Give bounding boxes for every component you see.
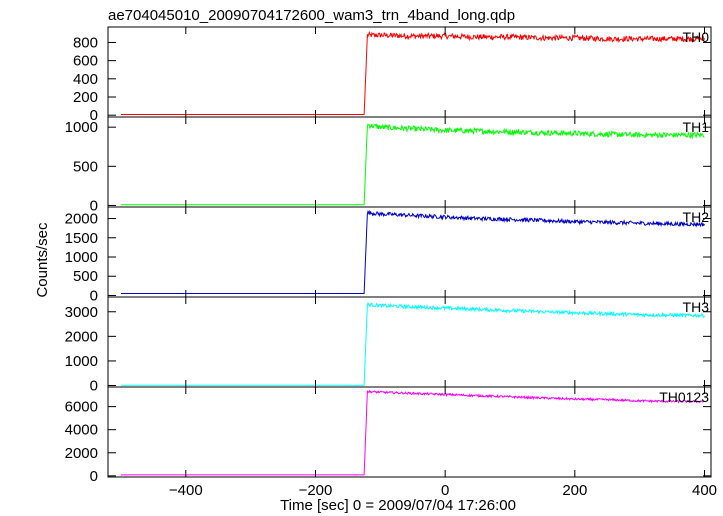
x-tick-label: −400 <box>169 482 203 499</box>
series-line-th0123 <box>121 389 705 476</box>
y-tick-label: 200 <box>73 89 98 106</box>
y-tick-label: 400 <box>73 71 98 88</box>
y-tick-label: 3000 <box>65 304 98 321</box>
y-tick-label: 6000 <box>65 399 98 416</box>
y-tick-label: 0 <box>90 107 98 124</box>
panel-th0123: 0 2000 4000 6000 TH0123 −400 −200 0 200 400 <box>65 386 717 499</box>
x-tick-label: −200 <box>299 482 333 499</box>
y-axis-label: Counts/sec <box>34 222 51 298</box>
y-tick-label: 0 <box>90 378 98 395</box>
series-label: TH1 <box>683 119 710 135</box>
series-label: TH2 <box>683 209 710 225</box>
y-tick-label: 800 <box>73 34 98 51</box>
panel-frame <box>107 386 712 478</box>
panel-frame <box>107 206 712 298</box>
y-tick-label: 2000 <box>65 445 98 462</box>
series-label: TH3 <box>683 299 710 315</box>
y-tick-label: 2000 <box>65 328 98 345</box>
y-tick-label: 1000 <box>65 353 98 370</box>
y-tick-label: 0 <box>90 197 98 214</box>
panel-frame <box>107 26 712 118</box>
x-tick-label: 400 <box>692 482 717 499</box>
y-tick-label: 0 <box>90 468 98 485</box>
series-label: TH0 <box>683 29 710 45</box>
x-tick-label: 0 <box>441 482 449 499</box>
y-tick-label: 0 <box>90 287 98 304</box>
series-line-th3 <box>121 301 705 386</box>
x-tick-label: 200 <box>562 482 587 499</box>
figure-title: ae704045010_20090704172600_wam3_trn_4ban… <box>108 7 515 24</box>
series-line-th0 <box>121 30 705 115</box>
y-tick-label: 600 <box>73 53 98 70</box>
panel-th3: 0 1000 2000 3000 TH3 <box>65 296 712 395</box>
panel-th1: 0 500 1000 TH1 <box>65 116 712 214</box>
y-tick-label: 1000 <box>65 249 98 266</box>
y-tick-label: 500 <box>73 268 98 285</box>
series-line-th1 <box>121 123 705 206</box>
panel-frame <box>107 116 712 208</box>
panel-th2: 0 500 1000 1500 2000 TH2 <box>65 206 712 304</box>
y-tick-label: 1500 <box>65 230 98 247</box>
x-axis-label: Time [sec] 0 = 2009/07/04 17:26:00 <box>280 497 516 514</box>
y-tick-label: 4000 <box>65 422 98 439</box>
series-line-th2 <box>121 209 705 294</box>
y-tick-label: 500 <box>73 158 98 175</box>
panel-frame <box>107 296 712 388</box>
y-tick-label: 1000 <box>65 119 98 136</box>
y-tick-label: 2000 <box>65 211 98 228</box>
series-label: TH0123 <box>659 389 709 405</box>
